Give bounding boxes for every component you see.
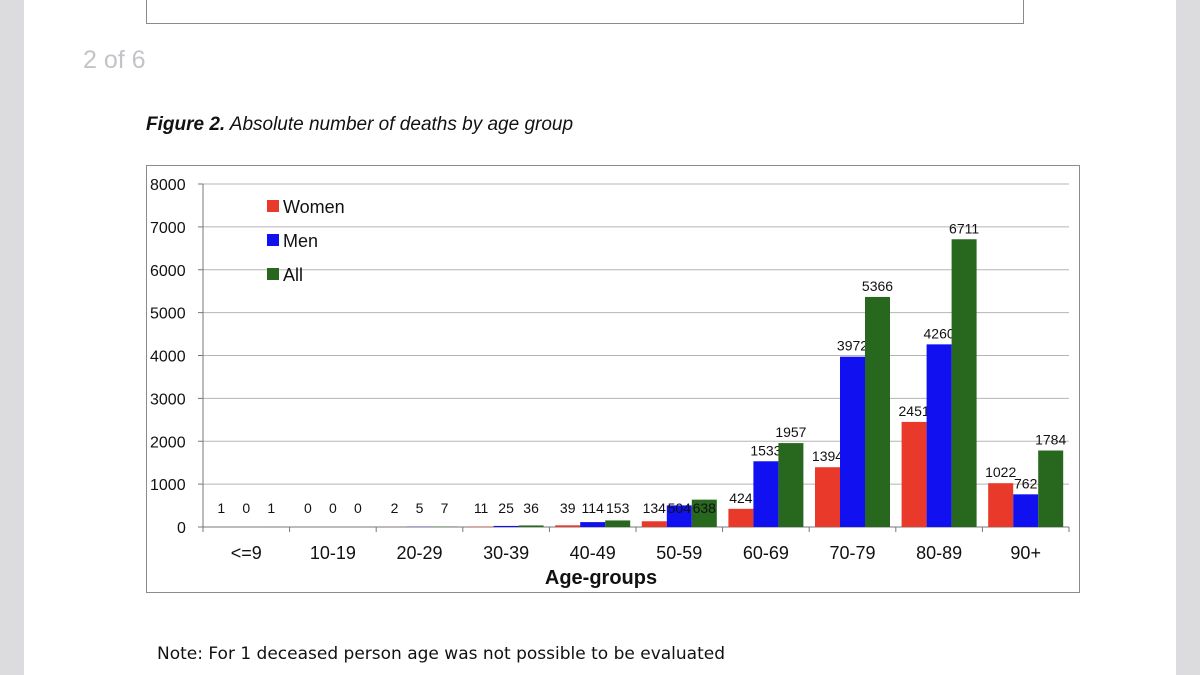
chart-frame: 0 1000 2000 3000 4000 5000 6000 7000 8000 1 0 1 <=9 0… xyxy=(146,165,1080,593)
bar-women xyxy=(901,421,927,527)
data-label: 6711 xyxy=(949,220,979,236)
data-label: 0 xyxy=(354,500,362,516)
y-tick-label: 8000 xyxy=(150,177,186,194)
figure-title: Absolute number of deaths by age group xyxy=(229,114,574,135)
data-label: 1533 xyxy=(750,442,781,458)
data-label: 0 xyxy=(329,500,337,516)
data-label: 2 xyxy=(391,500,399,516)
previous-figure-frame xyxy=(146,0,1024,24)
footnote: Note: For 1 deceased person age was not … xyxy=(157,644,726,664)
x-axis-title: Age-groups xyxy=(545,567,657,589)
document-page: 2 of 6 Figure 2. Absolute number of deat… xyxy=(24,0,1176,675)
bar-all xyxy=(691,499,717,527)
bar-men xyxy=(926,344,952,527)
bar-women xyxy=(555,525,581,527)
data-label: 424 xyxy=(729,490,753,506)
data-label: 504 xyxy=(668,500,692,516)
x-tick-label: 80-89 xyxy=(916,543,962,563)
bar-women xyxy=(728,508,754,527)
data-label: 0 xyxy=(242,500,250,516)
data-label: 1022 xyxy=(985,464,1016,480)
x-tick-label: 90+ xyxy=(1010,543,1041,563)
bar-women xyxy=(641,521,667,527)
bar-all xyxy=(518,525,544,527)
y-tick-label: 6000 xyxy=(150,263,186,280)
x-tick-label: 40-49 xyxy=(570,543,616,563)
x-tick-label: 20-29 xyxy=(396,543,442,563)
x-tick-label: 70-79 xyxy=(829,543,875,563)
legend-label-all: All xyxy=(283,265,303,285)
data-label: 1 xyxy=(267,500,275,516)
data-label: 1957 xyxy=(775,424,806,440)
bar-women xyxy=(815,467,840,527)
data-label: 1784 xyxy=(1035,432,1066,448)
y-tick-label: 7000 xyxy=(150,220,186,237)
y-tick-label: 5000 xyxy=(150,306,186,323)
bar-all xyxy=(778,443,804,527)
bar-men xyxy=(840,356,865,527)
data-label: 5366 xyxy=(862,278,893,294)
bar-men xyxy=(493,525,519,527)
x-tick-label: 60-69 xyxy=(743,543,789,563)
data-label: 36 xyxy=(523,500,539,516)
data-label: 11 xyxy=(474,500,489,516)
figure-caption: Figure 2. Absolute number of deaths by a… xyxy=(146,114,573,136)
data-label: 638 xyxy=(693,500,717,516)
legend-label-men: Men xyxy=(283,231,318,251)
legend-label-women: Women xyxy=(283,197,345,217)
bar-chart: 0 1000 2000 3000 4000 5000 6000 7000 8000 1 0 1 <=9 0… xyxy=(150,177,1070,589)
data-label: 7 xyxy=(441,500,449,516)
data-label: 1 xyxy=(217,500,225,516)
data-label: 2451 xyxy=(899,403,930,419)
legend-swatch-women xyxy=(267,200,279,212)
bar-all xyxy=(1038,450,1064,527)
bar-women xyxy=(988,483,1014,527)
data-label: 39 xyxy=(560,500,576,516)
data-label: 25 xyxy=(498,500,514,516)
data-label: 762 xyxy=(1014,475,1038,491)
bar-all xyxy=(951,239,977,527)
y-tick-label: 2000 xyxy=(150,434,186,451)
data-label: 114 xyxy=(582,500,605,516)
y-tick-label: 1000 xyxy=(150,477,186,494)
data-label: 4260 xyxy=(924,325,955,341)
bar-all xyxy=(865,296,890,527)
data-label: 3972 xyxy=(837,338,868,354)
figure-label: Figure 2. xyxy=(146,114,226,135)
x-tick-label: 30-39 xyxy=(483,543,529,563)
x-tick-label: 50-59 xyxy=(656,543,702,563)
data-label: 1394 xyxy=(812,448,843,464)
data-label: 0 xyxy=(304,500,312,516)
y-tick-label: 0 xyxy=(177,520,186,537)
bar-all xyxy=(605,520,631,527)
data-label: 5 xyxy=(416,500,424,516)
y-tick-label: 3000 xyxy=(150,391,186,408)
legend-swatch-all xyxy=(267,268,279,280)
bar-men xyxy=(580,522,606,527)
data-label: 153 xyxy=(606,500,630,516)
x-tick-label: <=9 xyxy=(231,543,262,563)
page-counter: 2 of 6 xyxy=(83,46,146,74)
bar-men xyxy=(666,505,692,527)
x-tick-label: 10-19 xyxy=(310,543,356,563)
bar-men xyxy=(1013,494,1039,527)
data-label: 134 xyxy=(643,500,667,516)
bar-men xyxy=(753,461,779,527)
legend-swatch-men xyxy=(267,234,279,246)
y-tick-label: 4000 xyxy=(150,349,186,366)
